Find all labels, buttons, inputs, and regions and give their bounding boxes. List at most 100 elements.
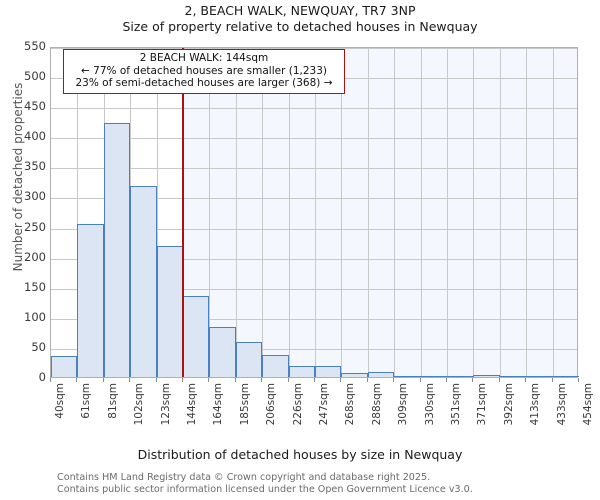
x-tick-mark xyxy=(578,378,579,382)
x-tick-label: 81sqm xyxy=(107,383,119,419)
x-tick-label: 309sqm xyxy=(397,383,409,426)
gridline-horizontal xyxy=(51,168,577,170)
plot-area xyxy=(50,47,579,378)
x-tick-label: 351sqm xyxy=(450,383,462,426)
x-tick-mark xyxy=(446,378,447,382)
histogram-bar xyxy=(51,355,77,377)
histogram-bar xyxy=(130,186,157,377)
gridline-vertical xyxy=(77,48,78,377)
histogram-bar xyxy=(553,376,579,377)
gridline-vertical xyxy=(262,48,263,377)
x-tick-label: 413sqm xyxy=(529,383,541,426)
gridline-vertical xyxy=(289,48,290,377)
x-tick-label: 454sqm xyxy=(582,383,594,426)
y-tick-label: 350 xyxy=(24,159,46,174)
gridline-vertical xyxy=(341,48,342,377)
y-tick-label: 100 xyxy=(24,309,46,324)
y-tick-label: 550 xyxy=(24,39,46,53)
histogram-bar xyxy=(104,123,130,377)
x-tick-label: 433sqm xyxy=(556,383,568,426)
x-tick-label: 61sqm xyxy=(80,383,92,419)
gridline-vertical xyxy=(447,48,448,377)
y-axis-title: Number of detached properties xyxy=(11,82,25,272)
x-tick-mark xyxy=(472,378,473,382)
histogram-bar xyxy=(157,245,183,377)
gridline-vertical xyxy=(526,48,527,377)
x-tick-label: 371sqm xyxy=(476,383,488,426)
y-tick-label: 50 xyxy=(31,339,46,354)
property-marker-line xyxy=(182,48,184,377)
gridline-horizontal xyxy=(51,348,577,350)
histogram-bar xyxy=(289,365,315,377)
y-axis-ticks: 0 50 100 150 200 250 300 350 400 450 500 550 xyxy=(0,0,46,500)
y-tick-label: 500 xyxy=(24,69,46,84)
shaded-region-larger xyxy=(183,48,577,377)
footer-line-2: Contains public sector information licen… xyxy=(57,483,473,495)
gridline-horizontal xyxy=(51,108,577,110)
x-tick-label: 144sqm xyxy=(186,383,198,426)
gridline-vertical xyxy=(500,48,501,377)
x-tick-mark xyxy=(499,378,500,382)
histogram-bar xyxy=(526,376,553,377)
x-tick-mark xyxy=(552,378,553,382)
footer-attribution: Contains HM Land Registry data © Crown c… xyxy=(57,472,597,495)
y-tick-label: 250 xyxy=(24,219,46,234)
histogram-bar xyxy=(341,372,368,377)
annotation-callout: 2 BEACH WALK: 144sqm ← 77% of detached h… xyxy=(63,49,345,94)
histogram-bar xyxy=(77,223,104,377)
x-tick-label: 123sqm xyxy=(160,383,172,426)
page-title: 2, BEACH WALK, NEWQUAY, TR7 3NP xyxy=(184,3,416,18)
x-tick-label: 102sqm xyxy=(133,383,145,426)
y-tick-label: 0 xyxy=(38,370,46,384)
x-tick-mark xyxy=(156,378,157,382)
gridline-horizontal xyxy=(51,138,577,140)
gridline-horizontal xyxy=(51,48,577,49)
x-tick-label: 206sqm xyxy=(265,383,277,426)
gridline-horizontal xyxy=(51,228,577,230)
footer-line-1: Contains HM Land Registry data © Crown c… xyxy=(57,472,431,483)
histogram-bar xyxy=(473,375,500,377)
x-tick-mark xyxy=(182,378,183,382)
x-tick-mark xyxy=(314,378,315,382)
histogram-bar xyxy=(183,296,209,377)
x-tick-mark xyxy=(208,378,209,382)
x-tick-mark xyxy=(129,378,130,382)
histogram-bar xyxy=(500,376,526,377)
x-tick-mark xyxy=(103,378,104,382)
gridline-vertical xyxy=(553,48,554,377)
x-tick-label: 185sqm xyxy=(239,383,251,426)
gridline-vertical xyxy=(394,48,395,377)
y-tick-label: 300 xyxy=(24,189,46,204)
x-tick-label: 392sqm xyxy=(503,383,515,426)
x-tick-label: 288sqm xyxy=(371,383,383,426)
x-tick-label: 268sqm xyxy=(344,383,356,426)
x-tick-label: 247sqm xyxy=(318,383,330,426)
histogram-bar xyxy=(209,327,236,377)
x-tick-mark xyxy=(261,378,262,382)
annotation-line-2: ← 77% of detached houses are smaller (1,… xyxy=(81,64,327,77)
x-tick-mark xyxy=(50,378,51,382)
histogram-bar xyxy=(447,376,473,377)
x-tick-label: 40sqm xyxy=(54,383,66,419)
x-tick-mark xyxy=(393,378,394,382)
x-tick-label: 164sqm xyxy=(212,383,224,426)
gridline-vertical xyxy=(315,48,316,377)
histogram-bar xyxy=(394,375,421,377)
histogram-bar xyxy=(262,354,289,377)
histogram-bar xyxy=(315,366,341,377)
x-tick-mark xyxy=(525,378,526,382)
x-tick-mark xyxy=(340,378,341,382)
y-tick-label: 450 xyxy=(24,99,46,114)
y-tick-label: 150 xyxy=(24,279,46,294)
x-tick-mark xyxy=(235,378,236,382)
x-axis-title: Distribution of detached houses by size … xyxy=(137,447,463,462)
gridline-vertical xyxy=(236,48,237,377)
annotation-line-1: 2 BEACH WALK: 144sqm xyxy=(139,52,269,64)
gridline-vertical xyxy=(421,48,422,377)
gridline-horizontal xyxy=(51,198,577,200)
gridline-vertical xyxy=(368,48,369,377)
x-tick-mark xyxy=(367,378,368,382)
chart-subtitle: Size of property relative to detached ho… xyxy=(122,19,478,34)
y-tick-label: 400 xyxy=(24,129,46,144)
